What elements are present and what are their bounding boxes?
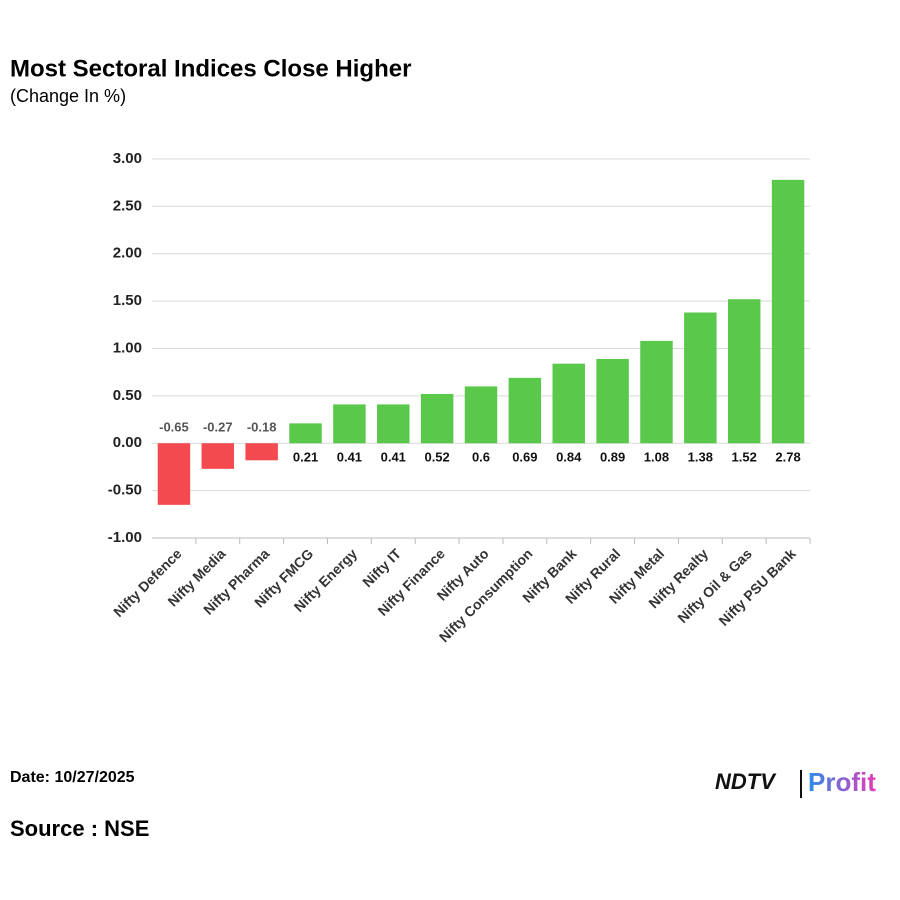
y-tick-label: 1.00 — [113, 339, 142, 356]
value-label: 0.89 — [600, 450, 625, 465]
source: Source : NSE — [10, 816, 149, 841]
bar — [420, 393, 454, 444]
y-tick-label: 0.50 — [113, 387, 142, 404]
logo-brand: NDTV — [715, 769, 777, 794]
bar — [201, 443, 235, 469]
value-label: -0.18 — [247, 420, 277, 435]
value-label: -0.65 — [159, 420, 189, 435]
value-label: 0.52 — [424, 450, 449, 465]
y-tick-label: 0.00 — [113, 434, 142, 451]
y-tick-label: -0.50 — [108, 482, 142, 499]
value-label: 0.6 — [472, 450, 490, 465]
value-label: 0.41 — [381, 450, 406, 465]
value-label: 0.84 — [556, 450, 582, 465]
value-label: -0.27 — [203, 420, 233, 435]
bar — [552, 363, 585, 444]
bar — [508, 377, 542, 444]
bar — [289, 423, 322, 444]
y-tick-label: -1.00 — [108, 529, 142, 546]
bar — [727, 299, 761, 444]
chart-title: Most Sectoral Indices Close Higher — [10, 55, 411, 82]
value-label: 1.38 — [688, 450, 713, 465]
date: Date: 10/27/2025 — [10, 769, 135, 786]
y-tick-label: 1.50 — [113, 292, 142, 309]
value-label: 0.41 — [337, 450, 362, 465]
value-label: 1.08 — [644, 450, 669, 465]
value-label: 1.52 — [732, 450, 757, 465]
bar — [771, 179, 805, 444]
y-tick-label: 3.00 — [113, 150, 142, 167]
value-label: 2.78 — [775, 450, 800, 465]
x-tick-label: Nifty PSU Bank — [715, 545, 799, 629]
value-label: 0.69 — [512, 450, 537, 465]
value-label: 0.21 — [293, 450, 318, 465]
bar — [596, 358, 629, 444]
bar — [333, 404, 366, 444]
bar — [640, 340, 673, 444]
bar — [157, 443, 191, 505]
y-tick-label: 2.00 — [113, 245, 142, 262]
bar — [684, 312, 717, 444]
chart-subtitle: (Change In %) — [10, 86, 126, 106]
bar — [464, 386, 498, 444]
bar — [245, 443, 278, 461]
bar — [377, 404, 410, 444]
logo-product: Profit — [808, 767, 876, 797]
y-tick-label: 2.50 — [113, 197, 142, 214]
